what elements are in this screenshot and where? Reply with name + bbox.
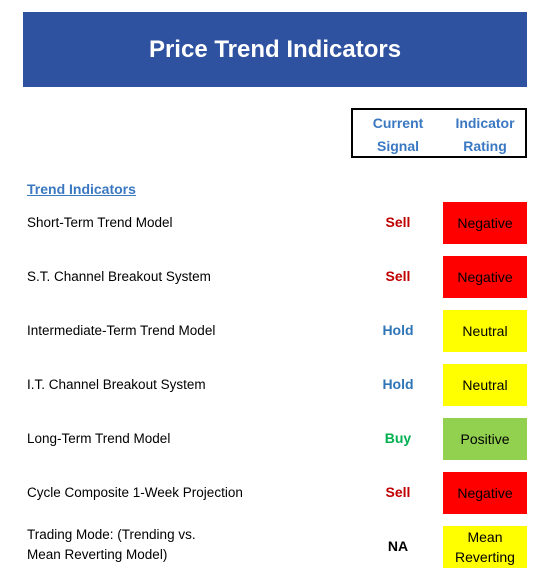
indicator-name: I.T. Channel Breakout System xyxy=(27,375,206,395)
title-banner: Price Trend Indicators xyxy=(23,12,527,87)
indicator-rating-line: Negative xyxy=(457,485,513,501)
current-signal: NA xyxy=(387,538,409,554)
indicator-name-line: Trading Mode: (Trending vs. xyxy=(27,527,196,542)
indicator-rating: Negative xyxy=(443,256,527,298)
indicator-rating-line: Negative xyxy=(457,269,513,285)
indicator-name: Trading Mode: (Trending vs. Mean Revertin… xyxy=(27,525,196,565)
indicator-name-line: Intermediate-Term Trend Model xyxy=(27,323,216,338)
indicator-rating: Negative xyxy=(443,472,527,514)
indicator-rating-header-line2: Rating xyxy=(463,138,507,154)
indicator-rating-line: Mean xyxy=(467,529,503,545)
current-signal-header-line1: Current xyxy=(372,115,424,131)
indicator-name: S.T. Channel Breakout System xyxy=(27,267,211,287)
indicator-name: Long-Term Trend Model xyxy=(27,429,170,449)
current-signal: Hold xyxy=(382,376,414,392)
indicator-rating-line: Neutral xyxy=(462,323,508,339)
indicator-name-line: Cycle Composite 1-Week Projection xyxy=(27,485,243,500)
indicator-name-line: Short-Term Trend Model xyxy=(27,215,173,230)
indicator-rating-line: Positive xyxy=(460,431,510,447)
indicator-name-line: S.T. Channel Breakout System xyxy=(27,269,211,284)
indicator-name-line: Long-Term Trend Model xyxy=(27,431,171,446)
indicator-name-line: I.T. Channel Breakout System xyxy=(27,377,206,392)
indicator-rating: Mean Reverting xyxy=(443,526,527,568)
current-signal-header: Current Signal xyxy=(361,112,435,158)
current-signal: Hold xyxy=(382,322,414,338)
indicator-rating: Positive xyxy=(443,418,527,460)
indicator-name: Cycle Composite 1-Week Projection xyxy=(27,483,243,503)
indicator-rating-line: Neutral xyxy=(462,377,508,393)
indicator-rating: Neutral xyxy=(443,364,527,406)
indicator-rating: Negative xyxy=(443,202,527,244)
current-signal-header-line2: Signal xyxy=(376,138,419,154)
indicator-rating-header: Indicator Rating xyxy=(443,112,527,158)
column-header-box xyxy=(351,108,527,158)
current-signal: Buy xyxy=(384,430,412,446)
indicator-rating-header-line1: Indicator xyxy=(455,115,515,131)
current-signal: Sell xyxy=(385,214,411,230)
current-signal: Sell xyxy=(385,484,411,500)
indicator-rating-line: Reverting xyxy=(455,549,515,565)
indicator-rating: Neutral xyxy=(443,310,527,352)
current-signal: Sell xyxy=(385,268,411,284)
page-title: Price Trend Indicators xyxy=(148,35,402,63)
section-heading-trend-indicators: Trend Indicators xyxy=(27,181,136,197)
indicator-rating-line: Negative xyxy=(457,215,513,231)
indicator-name: Short-Term Trend Model xyxy=(27,213,173,233)
indicator-name-line: Mean Reverting Model) xyxy=(27,547,168,562)
indicator-name: Intermediate-Term Trend Model xyxy=(27,321,215,341)
